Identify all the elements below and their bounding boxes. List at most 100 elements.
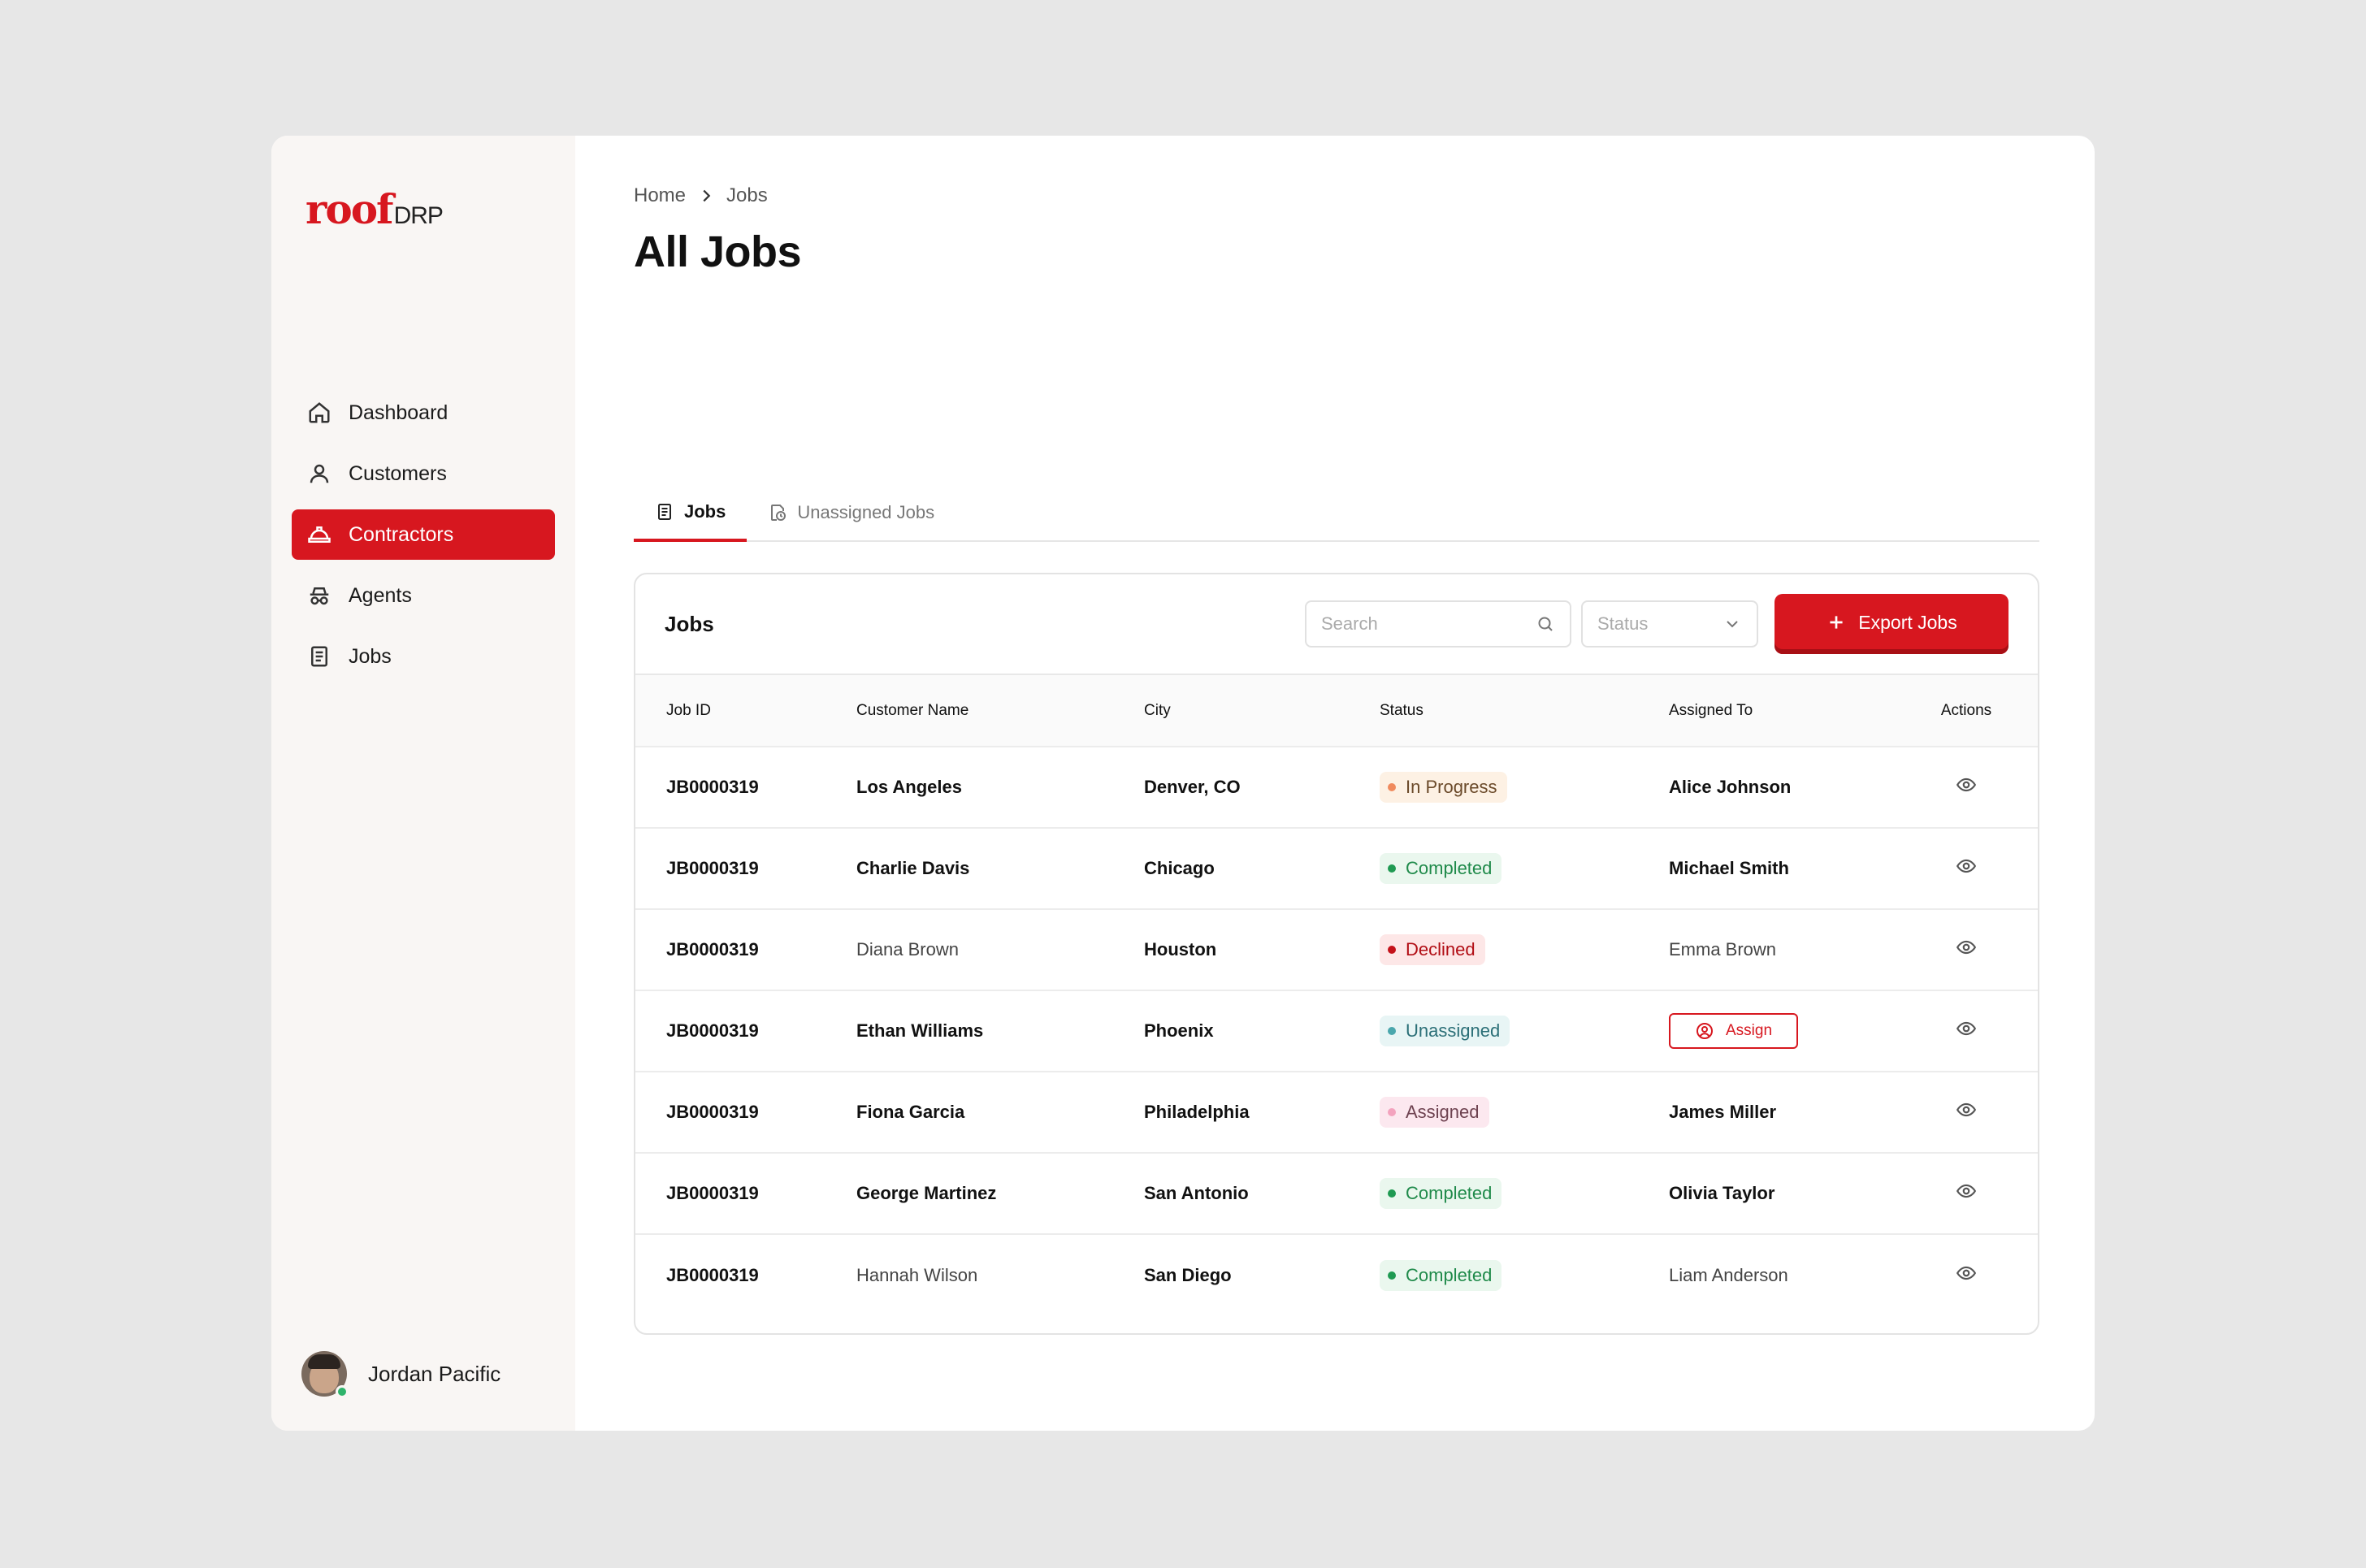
chevron-down-icon (1727, 621, 1738, 628)
online-status-dot (336, 1385, 349, 1398)
status-badge: Completed (1380, 853, 1502, 884)
table-row[interactable]: JB0000319 Ethan Williams Phoenix Unassig… (635, 990, 2038, 1072)
status-cell: Unassigned (1380, 990, 1669, 1072)
table-row[interactable]: JB0000319 Los Angeles Denver, CO In Prog… (635, 747, 2038, 828)
table-row[interactable]: JB0000319 Charlie Davis Chicago Complete… (635, 828, 2038, 909)
search-field[interactable] (1305, 600, 1571, 648)
brand-logo[interactable]: roof DRP (306, 184, 444, 233)
city-cell: Chicago (1144, 858, 1215, 878)
city-cell: Houston (1144, 939, 1217, 959)
job-id-cell: JB0000319 (666, 858, 759, 878)
status-cell: Assigned (1380, 1072, 1669, 1153)
sidebar-nav: Dashboard Customers Contractors Agents (292, 388, 555, 692)
view-eye-icon[interactable] (1956, 1180, 1977, 1202)
status-filter-select[interactable]: Status (1581, 600, 1758, 648)
city-cell: San Diego (1144, 1264, 1232, 1285)
jobs-card: Jobs Status Export Jobs Job ID (634, 573, 2039, 1335)
table-header-row: Job ID Customer Name City Status Assigne… (635, 675, 2038, 747)
assigned-to-cell: Emma Brown (1669, 939, 1777, 959)
breadcrumb-home[interactable]: Home (634, 184, 687, 206)
sidebar-item-label: Contractors (349, 522, 454, 546)
hardhat-icon (306, 522, 332, 548)
status-label: Completed (1406, 1183, 1493, 1203)
column-header-assigned-to[interactable]: Assigned To (1669, 701, 1753, 719)
column-header-status[interactable]: Status (1380, 701, 1424, 719)
view-eye-icon[interactable] (1956, 1018, 1977, 1039)
actions-cell (1895, 1153, 2038, 1234)
sidebar-item-label: Dashboard (349, 401, 448, 424)
main-content: Home Jobs All Jobs Jobs Unassigned Jobs … (575, 136, 2095, 1431)
job-id-cell: JB0000319 (666, 1102, 759, 1122)
sidebar-item-customers[interactable]: Customers (292, 448, 555, 499)
view-eye-icon[interactable] (1956, 774, 1977, 795)
status-cell: Completed (1380, 1153, 1669, 1234)
sidebar: roof DRP Dashboard Customers Contract (271, 136, 575, 1431)
actions-cell (1895, 747, 2038, 828)
table-row[interactable]: JB0000319 Hannah Wilson San Diego Comple… (635, 1234, 2038, 1315)
table-body: JB0000319 Los Angeles Denver, CO In Prog… (635, 747, 2038, 1315)
job-id-cell: JB0000319 (666, 939, 759, 959)
document-clock-icon (771, 505, 786, 521)
tab-label: Unassigned Jobs (797, 502, 935, 522)
logo-main-text: roof (306, 185, 394, 233)
assigned-to-cell: Michael Smith (1669, 858, 1789, 878)
status-badge: Assigned (1380, 1097, 1489, 1128)
table-header: Job ID Customer Name City Status Assigne… (635, 675, 2038, 747)
tab-jobs[interactable]: Jobs (634, 485, 748, 542)
sidebar-item-agents[interactable]: Agents (292, 570, 555, 621)
avatar[interactable] (301, 1351, 349, 1398)
customer-name-cell: Diana Brown (856, 939, 959, 959)
status-dot (1388, 1189, 1396, 1198)
actions-cell (1895, 828, 2038, 909)
tab-unassigned-jobs[interactable]: Unassigned Jobs (747, 485, 956, 540)
tab-label: Jobs (684, 501, 726, 522)
sidebar-item-label: Agents (349, 583, 412, 607)
sidebar-item-dashboard[interactable]: Dashboard (292, 388, 555, 438)
assign-button[interactable]: Assign (1669, 1013, 1799, 1049)
sidebar-item-contractors[interactable]: Contractors (292, 509, 555, 560)
status-badge: In Progress (1380, 772, 1507, 803)
export-jobs-label: Export Jobs (1858, 611, 1957, 633)
page-title: All Jobs (634, 227, 802, 276)
column-header-city[interactable]: City (1144, 701, 1171, 719)
status-filter-placeholder: Status (1597, 613, 1649, 634)
status-label: Completed (1406, 1264, 1493, 1285)
column-header-customer-name[interactable]: Customer Name (856, 701, 969, 719)
table-row[interactable]: JB0000319 George Martinez San Antonio Co… (635, 1153, 2038, 1234)
view-eye-icon[interactable] (1956, 1263, 1977, 1284)
view-eye-icon[interactable] (1956, 937, 1977, 958)
view-eye-icon[interactable] (1956, 1099, 1977, 1120)
breadcrumb-current: Jobs (726, 184, 768, 206)
column-header-job-id[interactable]: Job ID (666, 701, 711, 719)
sidebar-item-jobs[interactable]: Jobs (292, 631, 555, 682)
search-input[interactable] (1321, 613, 1536, 635)
column-header-actions: Actions (1940, 701, 1992, 719)
user-name: Jordan Pacific (368, 1361, 501, 1386)
status-label: Declined (1406, 939, 1476, 959)
tab-bar: Jobs Unassigned Jobs (634, 485, 2039, 542)
agent-icon (306, 583, 332, 609)
export-jobs-button[interactable]: Export Jobs (1774, 594, 2008, 654)
user-profile[interactable]: Jordan Pacific (301, 1351, 501, 1398)
status-label: Unassigned (1406, 1020, 1501, 1041)
user-circle-icon (1696, 1023, 1713, 1039)
assigned-to-cell: James Miller (1669, 1102, 1777, 1122)
job-id-cell: JB0000319 (666, 1183, 759, 1203)
table-row[interactable]: JB0000319 Diana Brown Houston Declined E… (635, 909, 2038, 990)
city-cell: Denver, CO (1144, 777, 1241, 797)
sidebar-item-label: Customers (349, 461, 447, 485)
assigned-to-cell: Liam Anderson (1669, 1264, 1788, 1285)
jobs-table: Job ID Customer Name City Status Assigne… (635, 675, 2038, 1315)
card-title: Jobs (665, 611, 714, 636)
status-cell: Completed (1380, 828, 1669, 909)
job-id-cell: JB0000319 (666, 1264, 759, 1285)
document-icon (306, 643, 332, 669)
plus-icon (1830, 616, 1843, 629)
breadcrumb: Home Jobs (634, 184, 768, 207)
search-icon (1538, 617, 1553, 631)
status-dot (1388, 946, 1396, 954)
table-row[interactable]: JB0000319 Fiona Garcia Philadelphia Assi… (635, 1072, 2038, 1153)
assign-button-label: Assign (1726, 1022, 1773, 1039)
view-eye-icon[interactable] (1956, 855, 1977, 877)
status-cell: Declined (1380, 909, 1669, 990)
